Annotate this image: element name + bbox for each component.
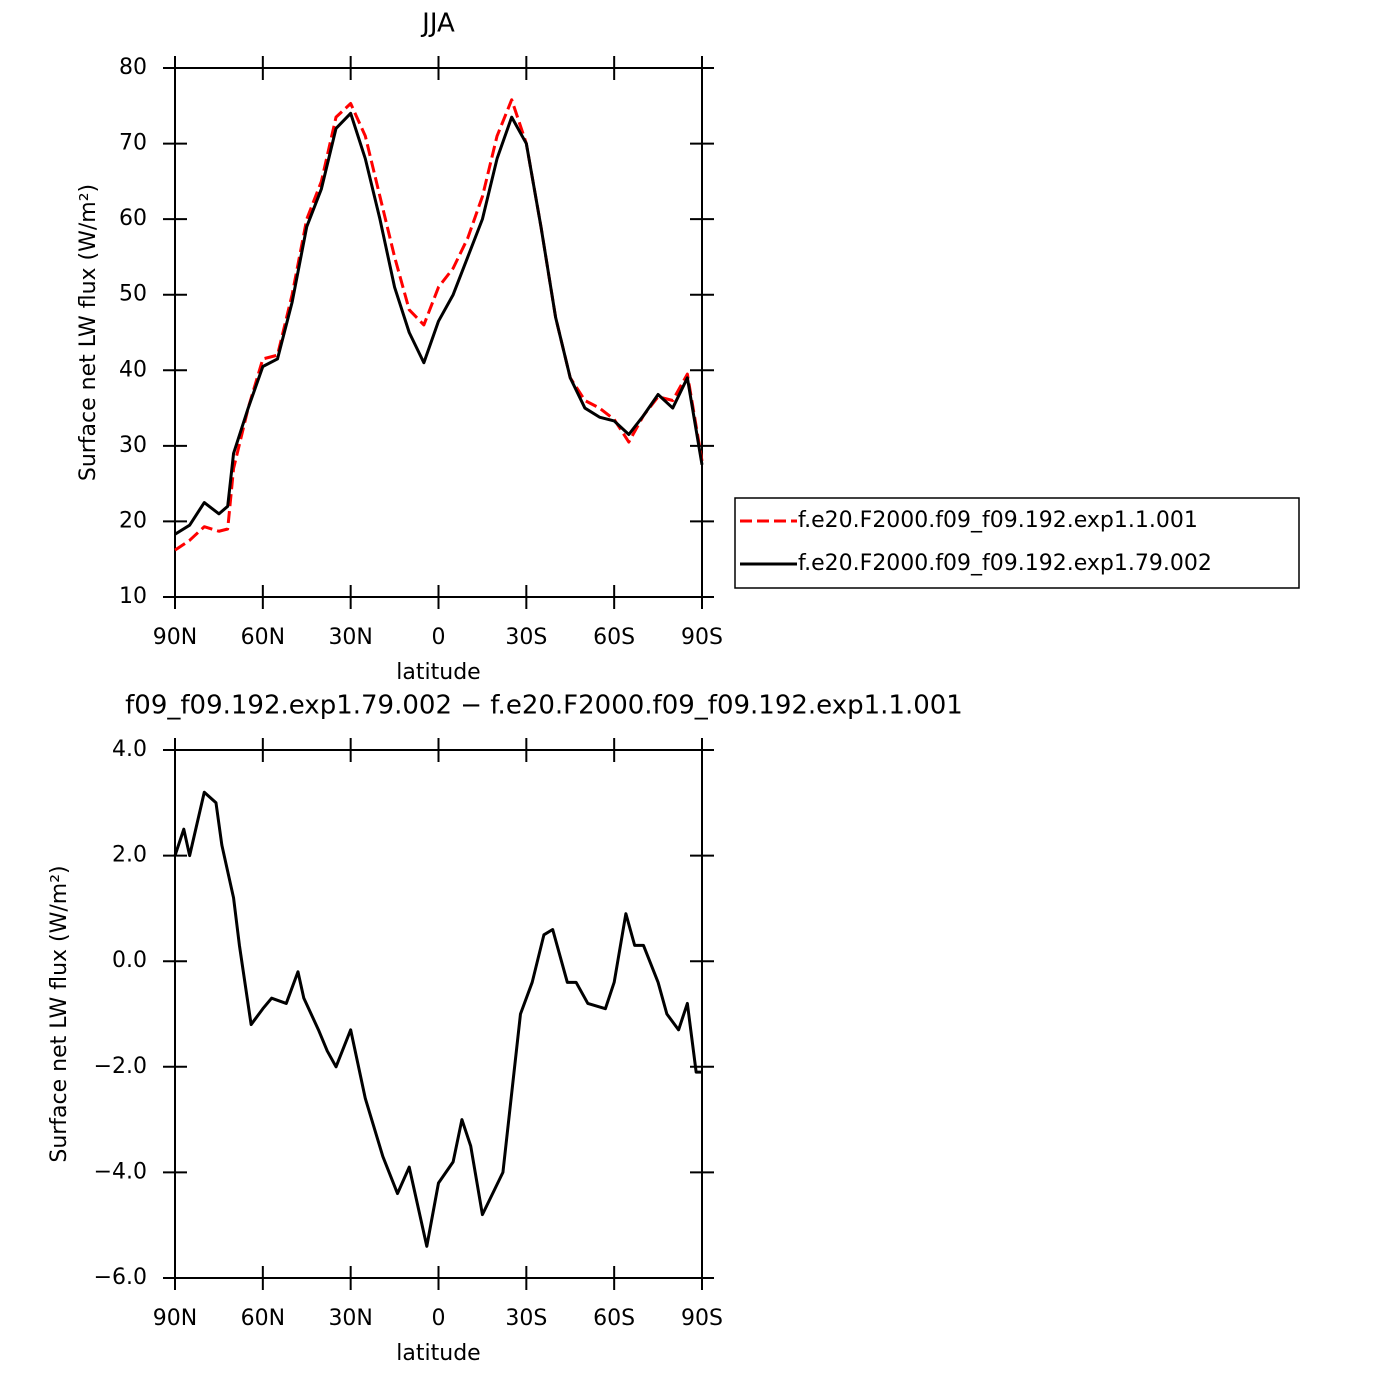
x-axis-label: latitude	[396, 660, 480, 685]
x-tick-label: 60S	[593, 1306, 635, 1331]
x-tick-label: 30S	[505, 625, 547, 650]
y-tick-label: 70	[119, 131, 147, 156]
x-tick-label: 60N	[241, 625, 285, 650]
y-tick-label: 4.0	[112, 737, 147, 762]
y-tick-label: −4.0	[94, 1159, 147, 1184]
x-tick-label: 0	[432, 1306, 446, 1331]
x-tick-label: 90S	[681, 625, 723, 650]
series-line	[174, 111, 704, 536]
series-line	[173, 790, 702, 1248]
plot-frame	[174, 749, 703, 1279]
y-tick-label: 2.0	[112, 843, 147, 868]
y-tick-label: 40	[119, 357, 147, 382]
x-axis-label: latitude	[396, 1341, 480, 1366]
y-axis-label: Surface net LW flux (W/m²)	[76, 184, 101, 481]
y-tick-label: 0.0	[112, 948, 147, 973]
y-tick-label: 60	[119, 206, 147, 231]
plot-frame	[174, 67, 703, 598]
x-tick-label: 60N	[241, 1306, 285, 1331]
x-tick-label: 30N	[328, 625, 372, 650]
x-tick-label: 30S	[505, 1306, 547, 1331]
y-tick-label: 30	[119, 433, 147, 458]
legend-label: f.e20.F2000.f09_f09.192.exp1.79.002	[798, 551, 1212, 576]
x-tick-label: 0	[432, 625, 446, 650]
chart-title: f09_f09.192.exp1.79.002 − f.e20.F2000.f0…	[125, 691, 963, 721]
y-axis-label: Surface net LW flux (W/m²)	[47, 865, 72, 1162]
y-tick-label: −6.0	[94, 1265, 147, 1290]
y-tick-label: 10	[119, 584, 147, 609]
y-tick-label: 80	[119, 55, 147, 80]
x-tick-label: 90N	[153, 1306, 197, 1331]
legend-box	[734, 497, 1300, 589]
y-tick-label: 50	[119, 282, 147, 307]
x-tick-label: 60S	[593, 625, 635, 650]
chart-title: JJA	[420, 9, 455, 39]
x-tick-label: 30N	[328, 1306, 372, 1331]
y-tick-label: 20	[119, 508, 147, 533]
legend-label: f.e20.F2000.f09_f09.192.exp1.1.001	[798, 508, 1198, 533]
x-tick-label: 90N	[153, 625, 197, 650]
y-tick-label: −2.0	[94, 1054, 147, 1079]
x-tick-label: 90S	[681, 1306, 723, 1331]
